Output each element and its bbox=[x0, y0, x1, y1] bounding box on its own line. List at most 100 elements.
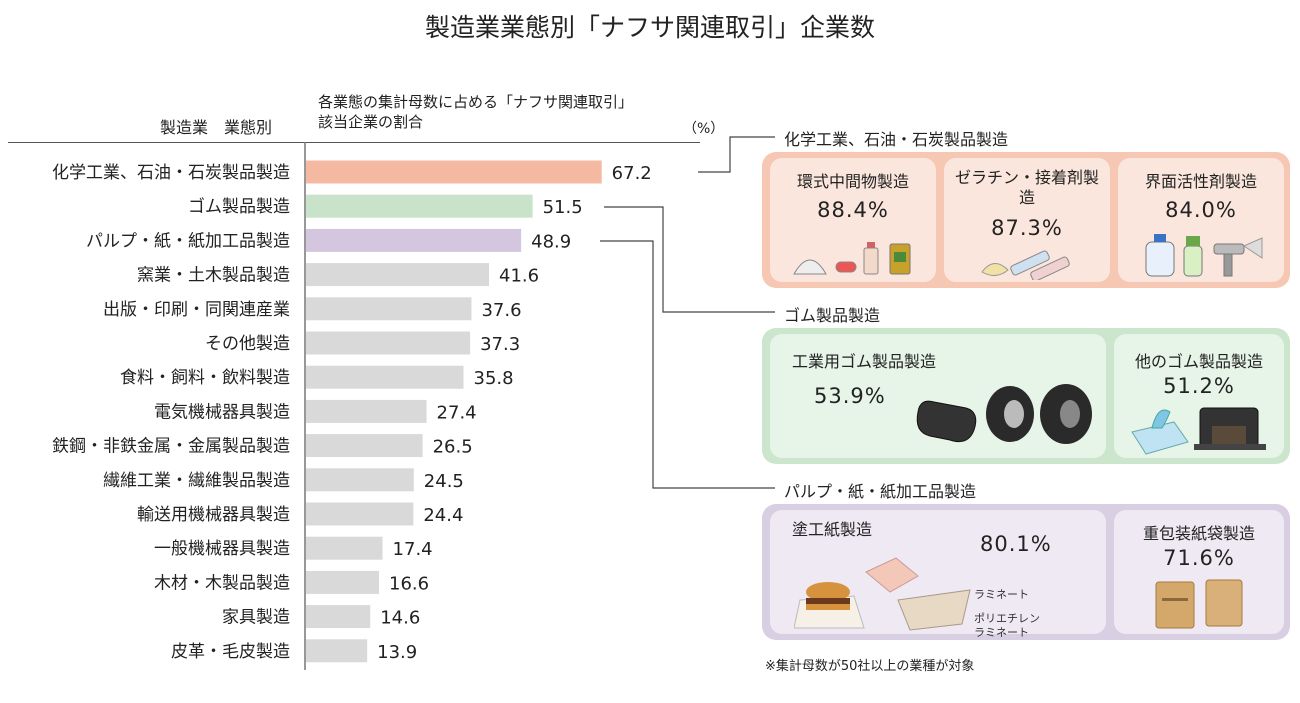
value-label: 14.6 bbox=[380, 608, 420, 629]
rubber-mount-icon bbox=[1194, 407, 1266, 450]
bar bbox=[306, 331, 471, 355]
rubber-icons bbox=[916, 384, 1092, 444]
connector-lines bbox=[600, 136, 775, 489]
category-label: 窯業・土木製品製造 bbox=[137, 266, 290, 286]
unit-label: （%） bbox=[683, 121, 725, 137]
bar bbox=[306, 639, 368, 663]
connector-rubber bbox=[604, 206, 775, 313]
spray-gun-icon bbox=[1213, 237, 1263, 277]
glue-tube-icon bbox=[981, 250, 1070, 280]
glove-box-icon bbox=[1131, 409, 1189, 455]
bar bbox=[306, 399, 427, 423]
powder-icon bbox=[793, 259, 827, 275]
card-name: 重包装紙袋製造 bbox=[1142, 524, 1255, 543]
bar bbox=[306, 263, 490, 287]
card-percentage: 51.2% bbox=[1163, 374, 1235, 398]
card-percentage: 71.6% bbox=[1163, 546, 1235, 570]
category-label: 電気機械器具製造 bbox=[154, 402, 290, 422]
bar bbox=[306, 297, 472, 321]
polyethylene-laminate-label: ラミネート bbox=[974, 626, 1029, 639]
value-label: 37.3 bbox=[480, 334, 520, 355]
card-percentage: 80.1% bbox=[980, 532, 1052, 556]
category-label: 出版・印刷・同関連産業 bbox=[103, 300, 290, 320]
bar bbox=[306, 365, 464, 389]
bar bbox=[306, 228, 522, 252]
bar-group: 化学工業、石油・石炭製品製造 67.2 ゴム製品製造 51.5 パルプ・紙・紙加工品製造… bbox=[52, 160, 652, 663]
panel-title-rubber: ゴム製品製造 bbox=[784, 306, 881, 325]
category-label: 木材・木製品製造 bbox=[154, 573, 290, 593]
bar bbox=[306, 502, 414, 526]
bar bbox=[306, 160, 602, 184]
card-name: 界面活性剤製造 bbox=[1144, 172, 1257, 191]
category-header: 製造業 業態別 bbox=[160, 118, 273, 137]
value-label: 51.5 bbox=[543, 197, 583, 218]
card-coated-paper: 塗工紙製造 80.1% ラミネート ポリエチレン ラミネート bbox=[770, 510, 1106, 639]
category-label: 一般機械器具製造 bbox=[154, 539, 290, 559]
card-surfactant: 界面活性剤製造 84.0% bbox=[1118, 158, 1284, 282]
card-percentage: 53.9% bbox=[814, 384, 886, 408]
panel-rubber: 工業用ゴム製品製造 53.9% 他のゴム製品製造 51.2% bbox=[762, 328, 1290, 464]
bar bbox=[306, 605, 371, 629]
card-name: 環式中間物製造 bbox=[796, 172, 909, 191]
value-label: 24.5 bbox=[424, 471, 464, 492]
category-label: 食料・飼料・飲料製造 bbox=[120, 368, 290, 388]
footnote: ※集計母数が50社以上の業種が対象 bbox=[765, 659, 975, 674]
surfactant-icons bbox=[1145, 234, 1263, 277]
chart-title: 製造業業態別「ナフサ関連取引」企業数 bbox=[424, 13, 875, 42]
header-rule bbox=[8, 142, 700, 143]
bottle-icon bbox=[863, 242, 879, 275]
share-header-line2: 該当企業の割合 bbox=[318, 113, 424, 131]
category-label: 鉄鋼・非鉄金属・金属製品製造 bbox=[52, 437, 290, 457]
polyethylene-label: ポリエチレン bbox=[974, 612, 1040, 625]
card-name: 工業用ゴム製品製造 bbox=[792, 352, 937, 371]
category-label: ゴム製品製造 bbox=[188, 196, 290, 217]
chemical-icons bbox=[793, 242, 911, 275]
category-label: 輸送用機械器具製造 bbox=[137, 505, 290, 525]
panel-chemical: 環式中間物製造 88.4% ゼラチン・接着剤製造 87.3% 界面活性剤製造 8… bbox=[762, 152, 1290, 288]
bar bbox=[306, 468, 414, 492]
paper-bag-icon bbox=[1155, 579, 1243, 629]
tire-icon bbox=[986, 386, 1034, 442]
spray-bottle-icon bbox=[1183, 236, 1203, 277]
value-label: 67.2 bbox=[612, 163, 652, 184]
hamburger-icon bbox=[794, 582, 865, 629]
card-percentage: 87.3% bbox=[991, 216, 1063, 240]
value-label: 35.8 bbox=[474, 368, 514, 389]
detergent-bottle-icon bbox=[1145, 234, 1175, 277]
value-label: 24.4 bbox=[423, 505, 463, 526]
card-heavy-paper-bag: 重包装紙袋製造 71.6% bbox=[1114, 510, 1284, 634]
card-gelatin-adhesive: ゼラチン・接着剤製造 87.3% bbox=[944, 158, 1110, 282]
panel-title-chemical: 化学工業、石油・石炭製品製造 bbox=[784, 130, 1009, 149]
panel-title-pulp: パルプ・紙・紙加工品製造 bbox=[784, 482, 977, 501]
bar bbox=[306, 194, 533, 218]
other-rubber-icons bbox=[1131, 407, 1266, 455]
bar bbox=[306, 536, 383, 560]
card-name: 他のゴム製品製造 bbox=[1134, 352, 1263, 371]
card-other-rubber: 他のゴム製品製造 51.2% bbox=[1114, 334, 1284, 458]
card-industrial-rubber: 工業用ゴム製品製造 53.9% bbox=[770, 334, 1106, 458]
value-label: 48.9 bbox=[531, 231, 571, 252]
category-label: 化学工業、石油・石炭製品製造 bbox=[52, 163, 290, 183]
value-label: 27.4 bbox=[437, 402, 477, 423]
tire-icon-2 bbox=[1040, 384, 1092, 444]
wrapper-icon bbox=[865, 557, 919, 593]
category-label: 家具製造 bbox=[222, 608, 290, 628]
bar bbox=[306, 434, 423, 458]
pill-icon bbox=[835, 261, 857, 273]
connector-chemical bbox=[698, 136, 775, 173]
card-percentage: 88.4% bbox=[817, 198, 889, 222]
category-label: 皮革・毛皮製造 bbox=[171, 642, 290, 662]
panel-pulp: 塗工紙製造 80.1% ラミネート ポリエチレン ラミネート 重包装紙袋製造 7… bbox=[762, 504, 1290, 640]
laminate-label: ラミネート bbox=[974, 588, 1029, 601]
card-percentage: 84.0% bbox=[1165, 198, 1237, 222]
share-header-line1: 各業態の集計母数に占める「ナフサ関連取引」 bbox=[318, 93, 634, 111]
value-label: 16.6 bbox=[389, 573, 429, 594]
rubber-part-icon bbox=[916, 400, 977, 443]
connector-pulp bbox=[600, 240, 775, 489]
category-label: パルプ・紙・紙加工品製造 bbox=[86, 231, 290, 251]
value-label: 17.4 bbox=[393, 539, 433, 560]
coated-paper-icons bbox=[794, 557, 971, 631]
bag-icon bbox=[889, 243, 911, 275]
bar bbox=[306, 570, 380, 594]
